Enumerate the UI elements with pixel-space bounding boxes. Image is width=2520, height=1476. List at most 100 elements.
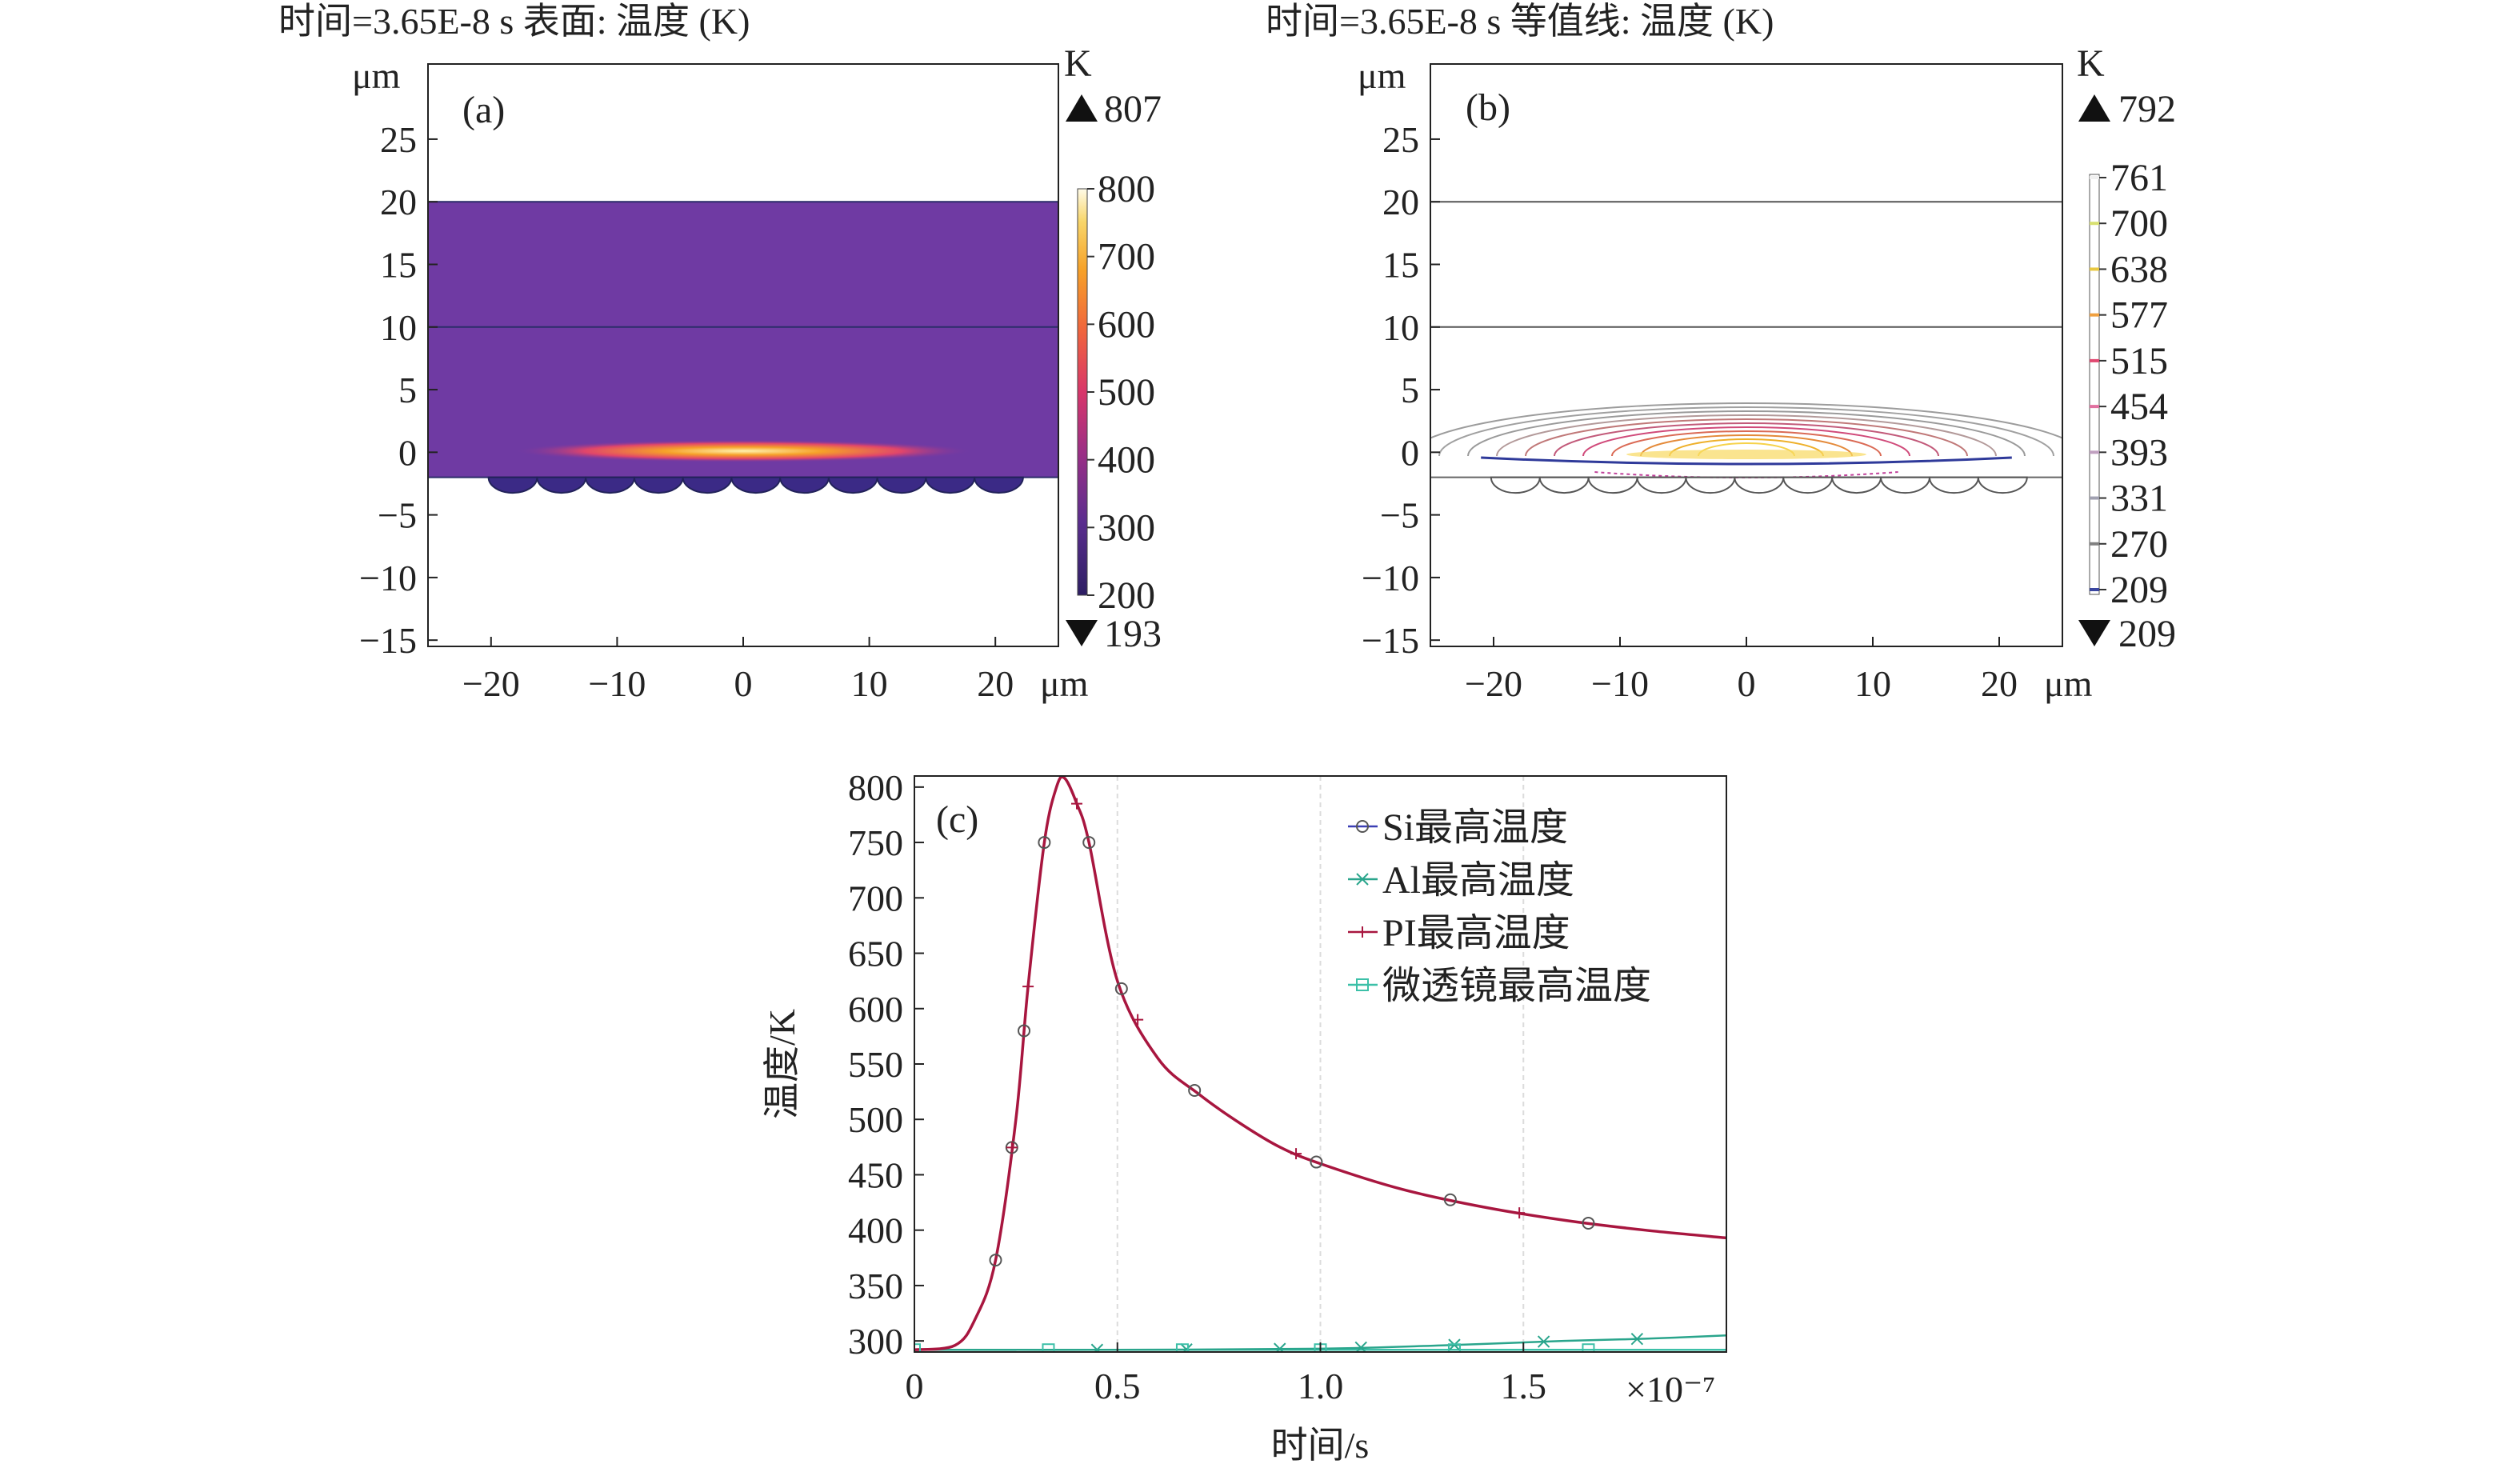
y-tick-label: 5 [1401, 370, 1419, 410]
panel-b-frame [1430, 63, 2063, 647]
panel-b-x-unit: μm [2044, 663, 2093, 704]
microlens [974, 476, 1024, 494]
data-point [1188, 1083, 1202, 1097]
panel-c-label: (c) [936, 798, 978, 841]
colorbar-tick-label: 577 [2110, 294, 2168, 337]
colorbar-swatch [2090, 222, 2099, 226]
colorbar-tick-label: 761 [2110, 157, 2168, 199]
microlens [1782, 476, 1834, 494]
panel-a-x-ticks: −20 −10 0 10 20 [462, 637, 1014, 704]
microlens [682, 476, 733, 494]
y-tick-label: 650 [848, 934, 903, 974]
panel-b-colorbar-unit: K [2077, 42, 2105, 85]
panel-c-x-ticks: 0 0.5 1.0 1.5 [906, 1342, 1547, 1406]
series-line [914, 776, 1726, 1351]
microlens [487, 476, 538, 494]
colorbar-tick-label: 200 [1098, 574, 1155, 617]
legend-entry: PI最高温度 [1382, 912, 1570, 954]
y-tick-label: −5 [378, 495, 417, 536]
microlens [1928, 476, 1979, 494]
x-tick-label: −20 [1465, 663, 1522, 704]
data-point [1630, 1332, 1644, 1346]
data-point [1071, 798, 1082, 810]
microlens [1636, 476, 1687, 494]
panel-c-y-axis-label: 温度/K [762, 1009, 802, 1119]
microlens [1831, 476, 1882, 494]
y-tick-label: 10 [1382, 307, 1419, 348]
microlens [876, 476, 927, 494]
data-point [1537, 1335, 1550, 1348]
colorbar-swatch [2090, 405, 2099, 409]
data-point [914, 1343, 921, 1352]
colorbar-swatch [2090, 588, 2099, 591]
x-tick-label: 20 [1981, 663, 2018, 704]
x-tick-label: 0.5 [1094, 1366, 1141, 1406]
data-point [1290, 1148, 1302, 1160]
data-point [1514, 1207, 1526, 1219]
panel-b-contours [1430, 402, 2062, 479]
data-point [1356, 873, 1369, 886]
temperature-isoline [1467, 410, 2026, 457]
panel-b-colorbar-max: 792 [2118, 88, 2176, 130]
data-point [1310, 1155, 1323, 1169]
y-tick-label: −10 [359, 558, 417, 598]
x-tick-label: −10 [588, 663, 646, 704]
temperature-isoline [1430, 402, 2062, 439]
data-point [1582, 1343, 1595, 1352]
temperature-isoline [1611, 430, 1882, 457]
data-point [1090, 1343, 1104, 1352]
y-tick-label: 800 [848, 767, 903, 808]
temperature-isoline [1640, 434, 1853, 457]
y-tick-label: 350 [848, 1266, 903, 1306]
colorbar-tick-label: 500 [1098, 371, 1155, 414]
colorbar-swatch [2090, 450, 2099, 454]
microlens [633, 476, 684, 494]
colorbar-swatch [2090, 267, 2099, 271]
x-tick-label: 1.0 [1298, 1366, 1344, 1406]
colorbar-tick-label: 454 [2110, 386, 2168, 428]
x-tick-label: −20 [462, 663, 520, 704]
panel-b-x-ticks: −20 −10 0 10 20 [1465, 637, 2018, 704]
panel-b: 时间=3.65E-8 s 等值线: 温度 (K) μm μm (b) −20 −1… [1266, 1, 2176, 704]
panel-c-x-axis-label: 时间/s [1271, 1425, 1370, 1466]
y-tick-label: 20 [380, 182, 417, 222]
y-tick-label: 20 [1382, 182, 1419, 222]
microlens [1587, 476, 1638, 494]
x-tick-label: 0 [1738, 663, 1756, 704]
microlens [827, 476, 878, 494]
panel-a: 时间=3.65E-8 s 表面: 温度 (K) μm μm (a) −20 −10… [278, 1, 1162, 704]
data-point [1274, 1342, 1286, 1352]
y-tick-label: 25 [380, 119, 417, 160]
microlens [925, 476, 976, 494]
microlens [536, 476, 587, 494]
panel-b-title: 时间=3.65E-8 s 等值线: 温度 (K) [1266, 1, 1774, 42]
panel-c: (c) 0 0.5 1.0 1.5 800 750 700 650 600 550 500 450 4… [762, 767, 1727, 1466]
microlens [1538, 476, 1590, 494]
panel-c-y-ticks: 800 750 700 650 600 550 500 450 400 350 300 [848, 767, 924, 1362]
microlens [1977, 476, 2028, 494]
microlens [1685, 476, 1736, 494]
panel-c-series-markers [914, 798, 1644, 1352]
cold-isoline [1481, 456, 2012, 466]
panel-b-colorbar-min: 209 [2118, 613, 2176, 655]
colorbar-tick-label: 638 [2110, 248, 2168, 290]
x-tick-label: −10 [1591, 663, 1649, 704]
data-point [1042, 1343, 1055, 1352]
y-tick-label: 15 [1382, 244, 1419, 285]
panel-a-y-unit: μm [352, 55, 401, 96]
colorbar-tick-label: 331 [2110, 478, 2168, 520]
x-tick-label: 1.5 [1501, 1366, 1547, 1406]
y-tick-label: 550 [848, 1044, 903, 1085]
colorbar-tick-label: 700 [2110, 202, 2168, 245]
microlens [779, 476, 830, 494]
microlens [1490, 476, 1541, 494]
data-point [989, 1254, 1002, 1267]
panel-b-microlens-array [1490, 476, 2028, 494]
colorbar-swatch [2090, 542, 2099, 546]
colorbar-tick-label: 400 [1098, 439, 1155, 482]
series-line [914, 1334, 1726, 1351]
data-point [1582, 1216, 1595, 1230]
